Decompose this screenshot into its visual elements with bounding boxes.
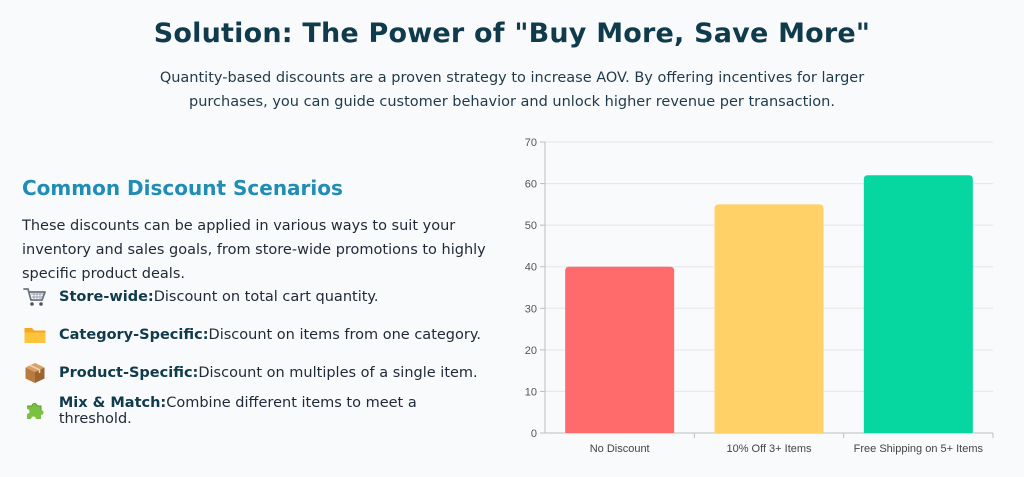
bar [565,266,675,433]
page-title: Solution: The Power of "Buy More, Save M… [153,18,871,49]
y-tick-label: 50 [525,220,537,232]
scenario-text: Discount on total cart quantity. [153,289,379,305]
bar [863,175,973,433]
y-tick-label: 20 [525,345,537,357]
scenario-title: Store-wide: [59,289,154,305]
scenario-title: Category-Specific: [59,327,209,343]
y-tick-label: 0 [531,428,537,440]
scenario-item-store-wide: Store-wide:Discount on total cart quanti… [22,278,492,316]
scenario-text: Discount on multiples of a single item. [198,365,478,381]
x-tick-label: Free Shipping on 5+ Items [854,443,984,455]
y-tick-label: 40 [525,262,537,274]
scenarios-description: These discounts can be applied in variou… [22,218,486,282]
scenario-item-product-specific: Product-Specific:Discount on multiples o… [22,354,492,392]
y-tick-label: 10 [525,386,537,398]
scenario-text: Discount on items from one category. [208,327,481,343]
y-tick-label: 60 [525,179,537,191]
package-icon [22,360,48,386]
scenario-title: Mix & Match: [58,395,167,411]
shopping-cart-icon [22,284,48,310]
y-tick-label: 70 [525,137,537,149]
x-tick-label: No Discount [590,443,650,455]
puzzle-piece-icon [22,398,48,424]
scenario-item-mix-match: Mix & Match:Combine different items to m… [22,392,492,430]
scenario-list: Store-wide:Discount on total cart quanti… [22,278,492,430]
scenarios-heading: Common Discount Scenarios [22,176,343,200]
scenario-title: Product-Specific: [59,365,199,381]
scenario-text: Combine different items to meet a thresh… [58,395,417,427]
bar [714,204,824,433]
page-intro: Quantity-based discounts are a proven st… [159,70,865,110]
chart-svg: 0 10 20 30 40 50 60 70 No Discount 10% Off 3+ Ite… [525,137,994,455]
discount-bar-chart: 0 10 20 30 40 50 60 70 No Discount 10% Off 3+ Ite… [515,130,1015,465]
y-tick-label: 30 [525,303,537,315]
x-tick-label: 10% Off 3+ Items [726,443,812,455]
folder-icon [22,322,48,348]
scenario-item-category-specific: Category-Specific:Discount on items from… [22,316,492,354]
